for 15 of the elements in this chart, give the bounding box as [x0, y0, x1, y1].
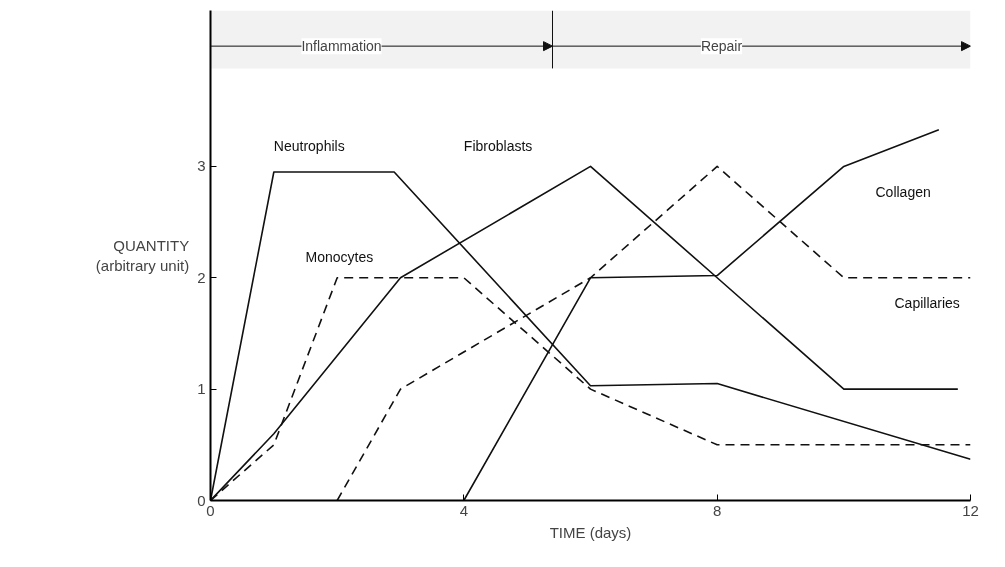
y-tick-label: 2 — [197, 268, 206, 286]
x-axis-title: TIME (days) — [549, 523, 632, 541]
band-label: Repair — [700, 38, 743, 55]
band-label: Inflammation — [301, 38, 382, 55]
y-axis-title: QUANTITY (arbitrary unit) — [95, 236, 190, 275]
series-label: Monocytes — [305, 248, 374, 265]
text: Fibroblasts — [463, 137, 533, 154]
series-label: Collagen — [875, 183, 931, 200]
x-tick-label: 8 — [713, 501, 722, 519]
y-tick-label: 3 — [197, 157, 206, 175]
y-tick-label: 1 — [197, 380, 206, 398]
series-label: Capillaries — [894, 295, 960, 312]
series-label: Neutrophils — [273, 137, 345, 154]
x-tick-label: 4 — [459, 501, 469, 519]
x-tick-label: 12 — [962, 501, 979, 519]
